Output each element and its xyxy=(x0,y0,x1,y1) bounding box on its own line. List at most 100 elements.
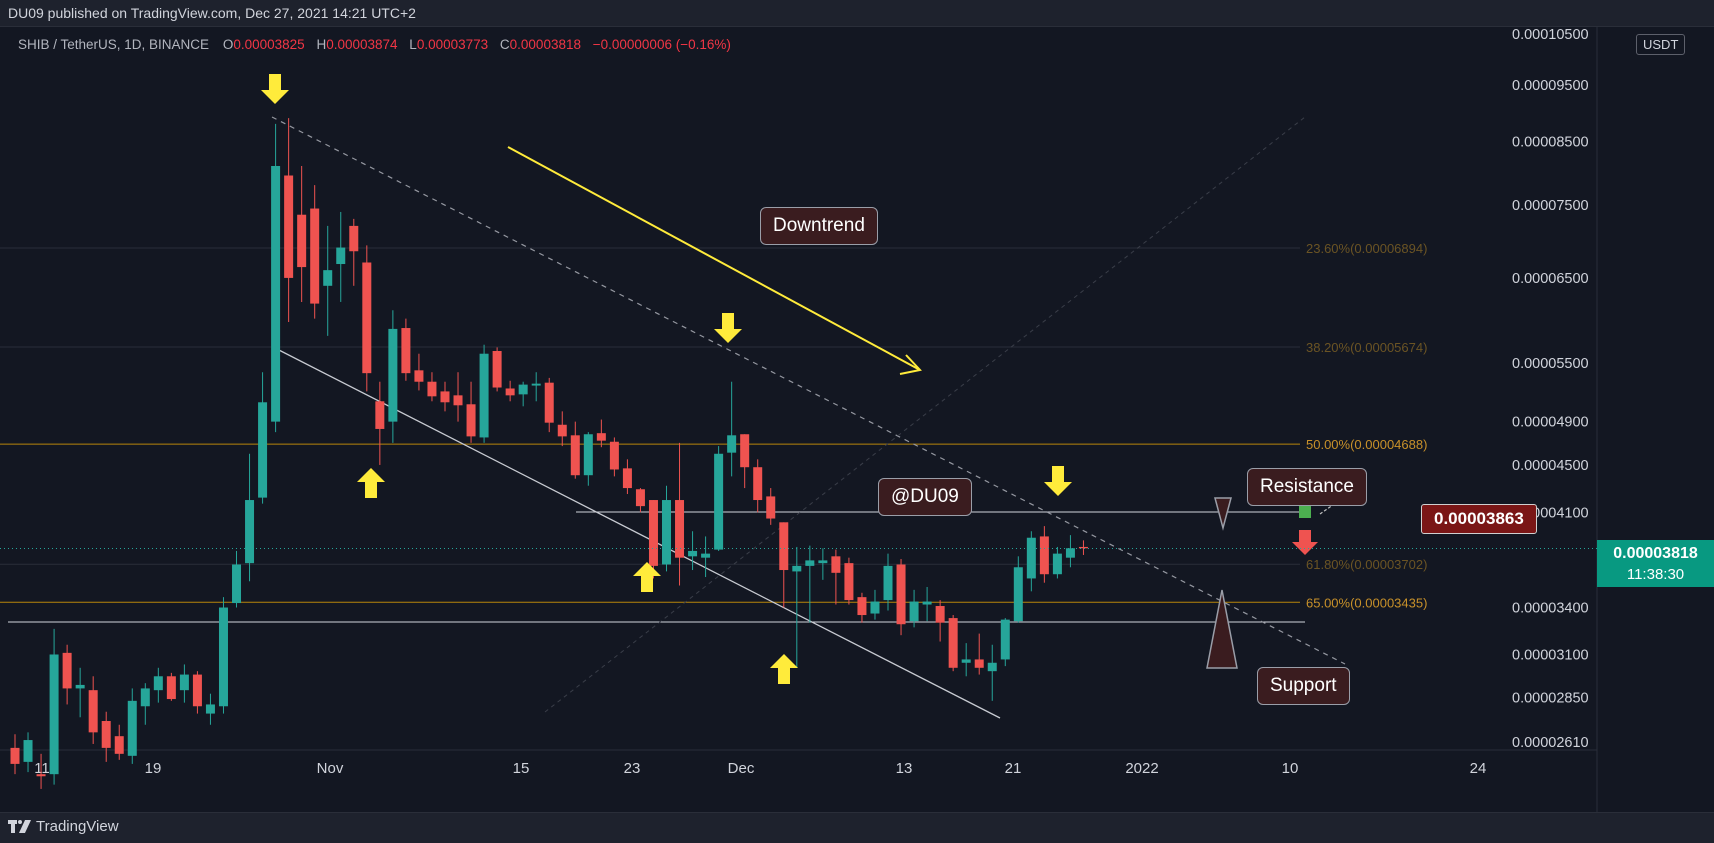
currency-unit-badge[interactable]: USDT xyxy=(1636,34,1686,55)
y-tick-label: 0.00002850 xyxy=(1512,690,1589,706)
candle-body xyxy=(818,560,828,564)
candle-body xyxy=(844,563,854,601)
low-label: L xyxy=(409,37,417,52)
candle-body xyxy=(805,560,815,566)
candle-body xyxy=(544,382,554,423)
y-tick-label: 0.00004900 xyxy=(1512,415,1589,431)
candle-body xyxy=(1039,536,1049,575)
candle-body xyxy=(127,700,137,756)
fib-label: 61.80%(0.00003702) xyxy=(1306,557,1427,572)
up-arrow-icon xyxy=(357,468,385,498)
candle-body xyxy=(922,601,932,605)
candle-body xyxy=(205,704,215,714)
candle-body xyxy=(10,747,20,764)
candle-body xyxy=(596,433,606,441)
symbol-name[interactable]: SHIB / TetherUS, 1D, BINANCE xyxy=(18,37,210,52)
candle-body xyxy=(792,565,802,572)
y-tick-label: 0.00009500 xyxy=(1512,78,1589,94)
candle-body xyxy=(258,402,268,498)
low-value: 0.00003773 xyxy=(416,37,489,52)
high-value: 0.00003874 xyxy=(326,37,398,52)
candle-body xyxy=(114,736,124,754)
candle-body xyxy=(232,564,242,604)
candle-body xyxy=(453,395,463,406)
downtrend-arrowhead xyxy=(899,354,922,375)
footer-bar: TradingView xyxy=(0,812,1714,843)
candle-body xyxy=(701,553,711,558)
candle-body xyxy=(870,601,880,614)
candle-body xyxy=(557,424,567,437)
candle-body xyxy=(1052,553,1062,575)
candle-body xyxy=(909,601,919,622)
candle-body xyxy=(336,247,346,265)
candle-body xyxy=(518,384,528,395)
x-tick-label: 10 xyxy=(1282,760,1299,777)
candle-body xyxy=(714,453,724,550)
support-callout: Support xyxy=(1257,667,1350,705)
candle-body xyxy=(349,225,359,252)
chart-area[interactable]: 0.00010500 0.00009500 0.00008500 0.00007500… xyxy=(0,27,1714,812)
candle-body xyxy=(284,175,294,278)
y-tick-label: 0.00004500 xyxy=(1512,458,1589,474)
x-tick-label: 13 xyxy=(896,760,913,777)
candle-body xyxy=(935,606,945,623)
candle-body xyxy=(1078,546,1088,549)
x-tick-label: 21 xyxy=(1005,760,1022,777)
y-tick-label: 0.00002610 xyxy=(1512,735,1589,751)
down-arrow-icon xyxy=(1044,466,1072,496)
candle-body xyxy=(727,435,737,453)
candle-body xyxy=(427,381,437,397)
last-price-value: 0.00003818 xyxy=(1613,545,1698,562)
candle-body xyxy=(896,564,906,625)
candle-body xyxy=(414,370,424,382)
x-tick-label: Nov xyxy=(317,760,344,777)
close-value: 0.00003818 xyxy=(509,37,581,52)
support-pointer xyxy=(1206,589,1238,669)
candle-body xyxy=(583,434,593,476)
candle-body xyxy=(1065,548,1075,558)
candle-body xyxy=(766,496,776,519)
candle-body xyxy=(675,500,685,558)
candle-body xyxy=(961,659,971,663)
candle-body xyxy=(62,652,72,689)
candle-body xyxy=(1013,567,1023,622)
close-label: C xyxy=(499,37,510,52)
candle-body xyxy=(362,262,372,374)
resistance-callout: Resistance xyxy=(1247,468,1367,506)
x-tick-label: 24 xyxy=(1470,760,1487,777)
candle-body xyxy=(218,607,228,707)
watermark-callout: @DU09 xyxy=(878,478,972,516)
candle-body xyxy=(479,353,489,438)
fib-diagonal-line xyxy=(544,116,1306,713)
y-tick-label: 0.00010500 xyxy=(1512,27,1589,43)
down-arrow-icon xyxy=(714,313,742,343)
candle-body xyxy=(401,328,411,374)
publisher-text: DU09 published on TradingView.com, Dec 2… xyxy=(8,5,416,21)
candle-body xyxy=(375,401,385,429)
candle-body xyxy=(153,676,163,691)
upper-channel-line xyxy=(271,116,1346,665)
y-tick-label: 0.00006500 xyxy=(1512,271,1589,287)
candle-body xyxy=(23,740,33,762)
candle-body xyxy=(622,468,632,489)
x-tick-label: 11 xyxy=(34,760,50,777)
tradingview-logo[interactable]: TradingView xyxy=(8,818,119,835)
candle-body xyxy=(570,435,580,476)
candle-body xyxy=(779,522,789,571)
x-tick-label: 23 xyxy=(624,760,641,777)
downtrend-callout: Downtrend xyxy=(760,207,878,245)
price-axis-panel xyxy=(1597,27,1714,812)
candle-body xyxy=(297,214,307,268)
price-chart[interactable]: 0.00010500 0.00009500 0.00008500 0.00007500… xyxy=(0,27,1714,812)
candle-body xyxy=(101,721,111,748)
candle-body xyxy=(974,659,984,668)
y-tick-label: 0.00007500 xyxy=(1512,198,1589,214)
candle-body xyxy=(753,467,763,501)
candle-body xyxy=(49,654,59,775)
candle-body xyxy=(36,774,46,777)
candle-body xyxy=(166,676,176,700)
y-tick-label: 0.00003400 xyxy=(1512,601,1589,617)
resistance-price-badge: 0.00003863 xyxy=(1421,504,1537,534)
tradingview-logo-icon xyxy=(8,819,32,834)
y-tick-label: 0.00005500 xyxy=(1512,356,1589,372)
